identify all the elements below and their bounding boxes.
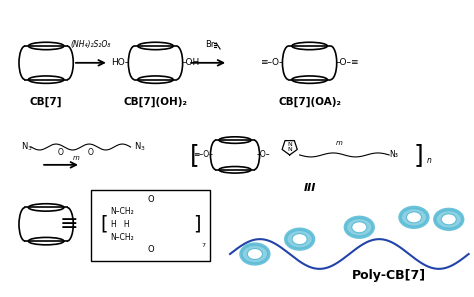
Text: m: m bbox=[336, 140, 343, 146]
Text: ]: ] bbox=[193, 215, 201, 234]
Bar bbox=[91, 189, 210, 261]
Ellipse shape bbox=[241, 244, 269, 264]
Ellipse shape bbox=[248, 249, 262, 259]
Ellipse shape bbox=[292, 234, 307, 244]
Ellipse shape bbox=[346, 217, 373, 237]
Text: ≡: ≡ bbox=[60, 214, 78, 234]
Text: –OH: –OH bbox=[182, 58, 200, 67]
Text: ≡–O–: ≡–O– bbox=[193, 151, 213, 159]
Text: H   H: H H bbox=[111, 220, 129, 229]
Text: $\mathsf{N_3}$: $\mathsf{N_3}$ bbox=[134, 141, 145, 153]
Text: III: III bbox=[303, 183, 316, 193]
Text: N
N: N N bbox=[287, 142, 292, 152]
Ellipse shape bbox=[248, 249, 262, 259]
Text: Poly-CB[7]: Poly-CB[7] bbox=[352, 269, 426, 282]
Text: O: O bbox=[147, 244, 154, 254]
Text: n: n bbox=[427, 156, 432, 165]
Ellipse shape bbox=[292, 234, 307, 244]
Text: HO–: HO– bbox=[111, 58, 129, 67]
Ellipse shape bbox=[352, 222, 366, 232]
Ellipse shape bbox=[435, 209, 463, 229]
Text: (NH₄)₂S₂O₈: (NH₄)₂S₂O₈ bbox=[71, 40, 111, 49]
Text: O: O bbox=[88, 148, 94, 157]
Text: N–CH₂: N–CH₂ bbox=[111, 233, 135, 242]
Text: m: m bbox=[73, 155, 79, 161]
Text: Br: Br bbox=[205, 40, 215, 50]
Text: $\mathsf{N_3}$: $\mathsf{N_3}$ bbox=[21, 141, 33, 153]
Text: CB[7](OA)₂: CB[7](OA)₂ bbox=[278, 97, 341, 107]
Ellipse shape bbox=[400, 207, 428, 227]
Ellipse shape bbox=[442, 214, 456, 224]
Text: ]: ] bbox=[414, 143, 424, 167]
Text: O: O bbox=[147, 195, 154, 204]
Text: [: [ bbox=[100, 215, 108, 234]
Text: ≡–O–: ≡–O– bbox=[260, 58, 284, 67]
Ellipse shape bbox=[407, 212, 421, 222]
Ellipse shape bbox=[442, 214, 456, 224]
Text: O: O bbox=[58, 148, 64, 157]
Ellipse shape bbox=[352, 222, 366, 232]
Text: [: [ bbox=[191, 143, 200, 167]
Text: N₃: N₃ bbox=[389, 151, 398, 159]
Ellipse shape bbox=[286, 229, 313, 249]
Text: CB[7](OH)₂: CB[7](OH)₂ bbox=[124, 97, 188, 107]
Text: –O–: –O– bbox=[257, 151, 271, 159]
Text: ₇: ₇ bbox=[201, 239, 205, 249]
Text: –O–≡: –O–≡ bbox=[336, 58, 359, 67]
Text: N–CH₂: N–CH₂ bbox=[111, 207, 135, 216]
Ellipse shape bbox=[407, 212, 421, 222]
Text: CB[7]: CB[7] bbox=[30, 97, 63, 107]
